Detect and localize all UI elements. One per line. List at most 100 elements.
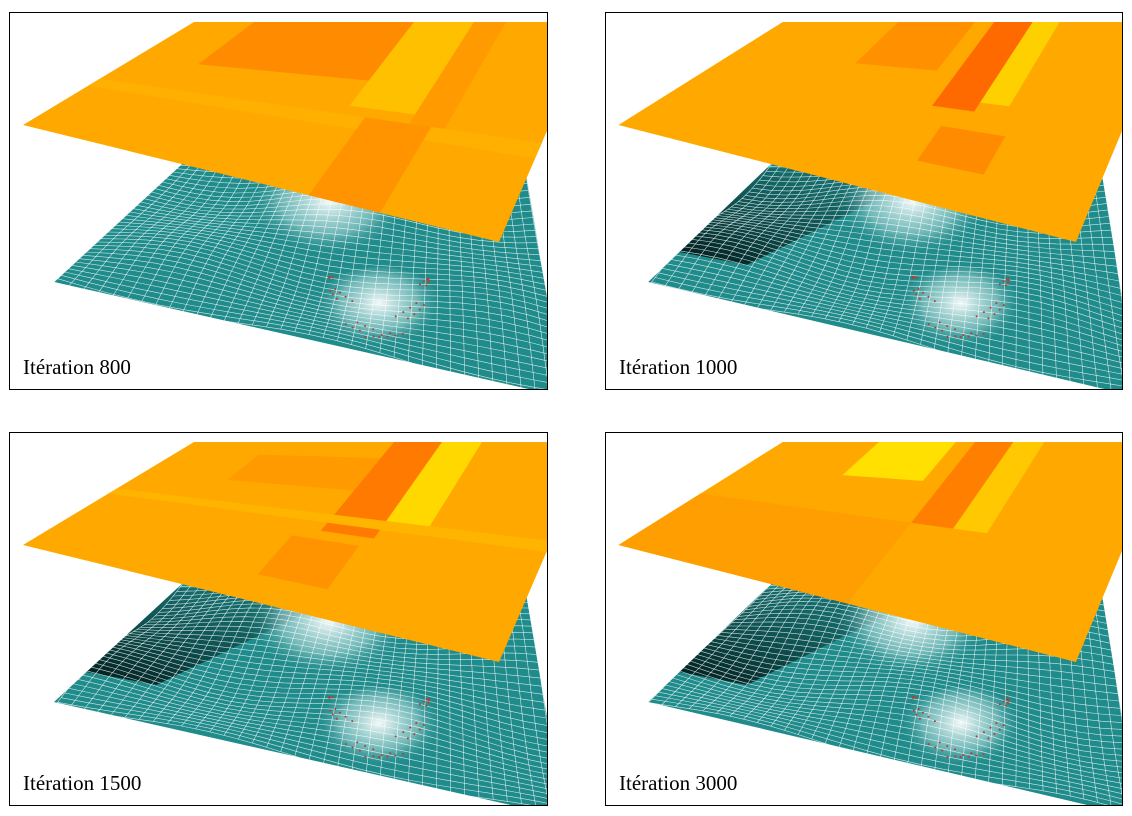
sample-dot	[912, 289, 915, 292]
sample-dot	[358, 749, 361, 752]
sample-dot	[331, 696, 334, 699]
sample-dot	[921, 291, 924, 294]
sample-dot	[409, 726, 412, 729]
sample-dot	[998, 308, 1001, 311]
sample-dot	[418, 728, 421, 731]
sample-dot	[954, 748, 957, 751]
render	[618, 442, 1123, 806]
sample-dot	[970, 332, 973, 335]
sample-dot	[1006, 701, 1009, 704]
mesh-line	[1090, 161, 1123, 383]
sample-dot	[915, 293, 918, 296]
panel-frame	[605, 12, 1123, 390]
plane-band	[88, 78, 542, 159]
sample-dot	[1004, 704, 1007, 707]
sample-dot	[993, 313, 996, 316]
sample-dot	[1002, 280, 1005, 283]
sample-dot	[394, 315, 397, 318]
sample-dot	[423, 700, 426, 703]
sample-dot	[962, 333, 965, 336]
plane-band	[380, 442, 482, 536]
sample-dot	[927, 323, 930, 326]
sample-dot	[422, 724, 425, 727]
sample-dot	[975, 334, 978, 337]
sample-dot	[335, 297, 338, 300]
sample-dot	[967, 755, 970, 758]
sample-dot	[331, 293, 334, 296]
sample-dot	[912, 696, 915, 699]
plane-band	[108, 488, 548, 552]
mesh-line	[1099, 581, 1123, 729]
sample-dot	[364, 335, 367, 338]
sample-dot	[993, 733, 996, 736]
sample-dot	[356, 741, 359, 744]
sample-dot	[912, 276, 915, 279]
mesh-line	[648, 702, 1113, 806]
plane-band	[953, 442, 1045, 534]
sample-dot	[927, 715, 930, 718]
sample-dot	[998, 703, 1001, 706]
sample-dot	[934, 746, 937, 749]
mesh-line	[658, 691, 1123, 795]
sample-dot	[372, 328, 375, 331]
sample-dot	[959, 336, 962, 338]
sample-dot	[351, 300, 354, 303]
mesh-line	[68, 687, 548, 790]
mesh-line	[75, 261, 548, 355]
sample-dot	[402, 731, 405, 734]
sample-dot	[975, 315, 978, 318]
sample-dot	[380, 333, 383, 336]
sample-dot	[402, 753, 405, 756]
sample-dot	[394, 754, 397, 757]
sample-dot	[413, 313, 416, 316]
mesh-line	[64, 692, 548, 795]
sample-dot	[427, 701, 430, 704]
sample-dot	[982, 731, 985, 734]
sample-dot	[394, 735, 397, 738]
sample-dot	[982, 333, 985, 336]
sample-dot	[406, 317, 409, 320]
sample-dot	[982, 311, 985, 314]
mesh-line	[1090, 581, 1123, 802]
sample-dot	[402, 333, 405, 336]
sample-dot	[917, 707, 920, 710]
mesh-line	[72, 265, 548, 362]
sample-dot	[356, 321, 359, 324]
render	[23, 22, 548, 390]
sample-dot	[1006, 277, 1009, 280]
sample-dot	[351, 326, 354, 329]
sample-dot	[329, 289, 332, 292]
terrain-peak	[898, 687, 1024, 777]
sample-dot	[427, 699, 430, 702]
plane-band	[227, 454, 381, 491]
sample-dot	[329, 696, 332, 699]
sample-dot	[915, 276, 918, 279]
sample-dot	[364, 325, 367, 328]
sample-dot	[329, 709, 332, 712]
sample-dot	[329, 276, 332, 279]
sample-dot	[372, 748, 375, 751]
plane-band	[349, 22, 474, 115]
mesh-line	[72, 683, 548, 785]
sample-dot	[946, 325, 949, 328]
panel-label: Itération 3000	[619, 771, 737, 795]
sample-dot	[918, 717, 921, 720]
sample-dot	[915, 713, 918, 716]
mesh-line	[658, 272, 1123, 375]
mesh-line	[523, 161, 548, 302]
mesh-line	[655, 695, 1123, 800]
plane-band	[308, 117, 432, 213]
plane-band	[911, 442, 1014, 529]
panel-frame	[9, 12, 548, 390]
plane-band	[932, 22, 1033, 112]
sample-dot	[921, 711, 924, 714]
plane-band	[618, 493, 912, 604]
sample-dot	[970, 752, 973, 755]
plane-band	[842, 442, 956, 481]
sample-dot	[995, 302, 998, 305]
sample-dot	[334, 287, 337, 290]
sample-dot	[987, 737, 990, 740]
sample-dot	[338, 291, 341, 294]
sample-dot	[415, 302, 418, 305]
sample-dot	[998, 283, 1001, 286]
